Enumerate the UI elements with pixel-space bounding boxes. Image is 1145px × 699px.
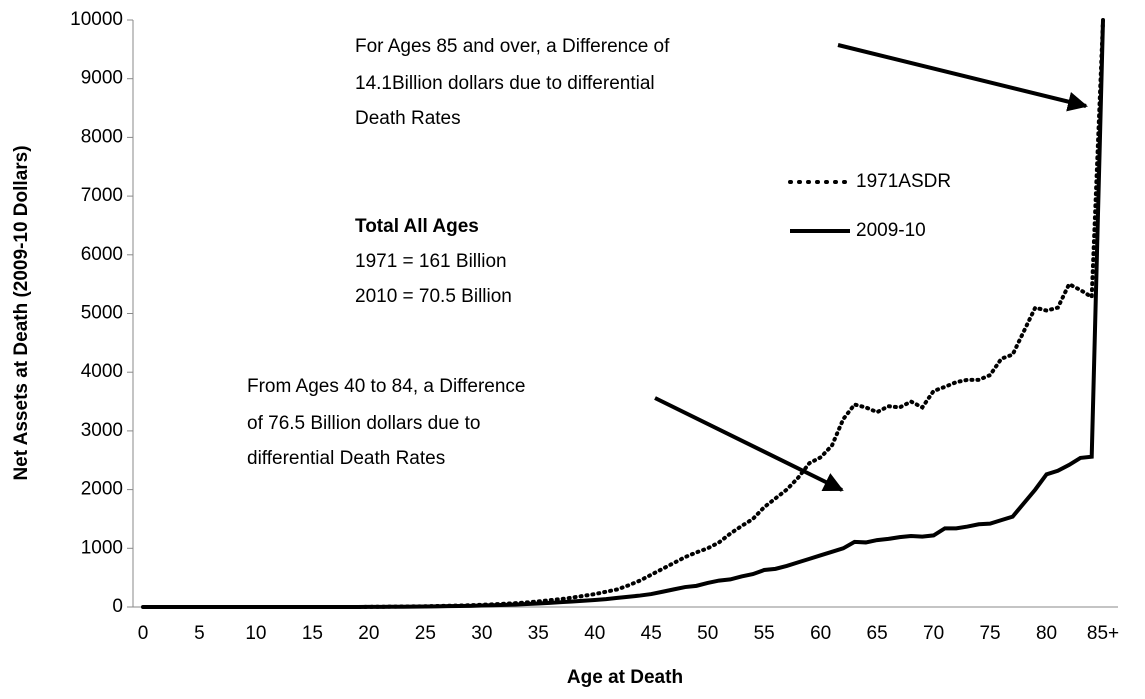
y-tick-label: 7000: [81, 185, 123, 206]
y-tick-label: 4000: [81, 361, 123, 382]
annotation: 14.1Billion dollars due to differential: [355, 73, 655, 94]
legend-label: 1971ASDR: [856, 171, 951, 192]
x-tick-label: 60: [810, 623, 831, 644]
x-tick-label: 40: [584, 623, 605, 644]
annotation: 1971 = 161 Billion: [355, 251, 507, 272]
y-tick-label: 3000: [81, 420, 123, 441]
x-tick-label: 0: [138, 623, 149, 644]
x-tick-label: 75: [979, 623, 1000, 644]
y-tick-label: 8000: [81, 126, 123, 147]
x-tick-label: 10: [245, 623, 266, 644]
x-tick-label: 15: [302, 623, 323, 644]
x-tick-label: 50: [697, 623, 718, 644]
y-tick-label: 9000: [81, 68, 123, 89]
x-tick-label: 65: [867, 623, 888, 644]
annotation: of 76.5 Billion dollars due to: [247, 413, 480, 434]
x-tick-label: 45: [641, 623, 662, 644]
y-tick-label: 1000: [81, 537, 123, 558]
x-axis-title: Age at Death: [567, 667, 683, 688]
annotation: For Ages 85 and over, a Difference of: [355, 36, 670, 57]
x-tick-label: 25: [415, 623, 436, 644]
y-tick-label: 2000: [81, 479, 123, 500]
x-tick-label: 70: [923, 623, 944, 644]
y-axis-title: Net Assets at Death (2009-10 Dollars): [11, 145, 32, 480]
arrow: [654, 396, 844, 492]
annotation: Total All Ages: [355, 216, 479, 237]
x-tick-label: 5: [194, 623, 205, 644]
x-tick-label: 80: [1036, 623, 1057, 644]
x-tick-label: 35: [528, 623, 549, 644]
annotation: 2010 = 70.5 Billion: [355, 286, 512, 307]
annotation: differential Death Rates: [247, 448, 445, 469]
x-tick-label: 20: [358, 623, 379, 644]
y-tick-label: 5000: [81, 303, 123, 324]
x-tick-label: 55: [754, 623, 775, 644]
y-tick-label: 0: [112, 596, 123, 617]
y-tick-label: 10000: [70, 9, 123, 30]
annotation: From Ages 40 to 84, a Difference: [247, 376, 525, 397]
y-tick-label: 6000: [81, 244, 123, 265]
arrow: [837, 43, 1088, 112]
line-series: [141, 18, 1105, 609]
line-series: [143, 19, 1105, 609]
annotation: Death Rates: [355, 108, 461, 129]
x-tick-label: 85+: [1087, 623, 1119, 644]
x-tick-label: 30: [471, 623, 492, 644]
legend-label: 2009-10: [856, 220, 926, 241]
